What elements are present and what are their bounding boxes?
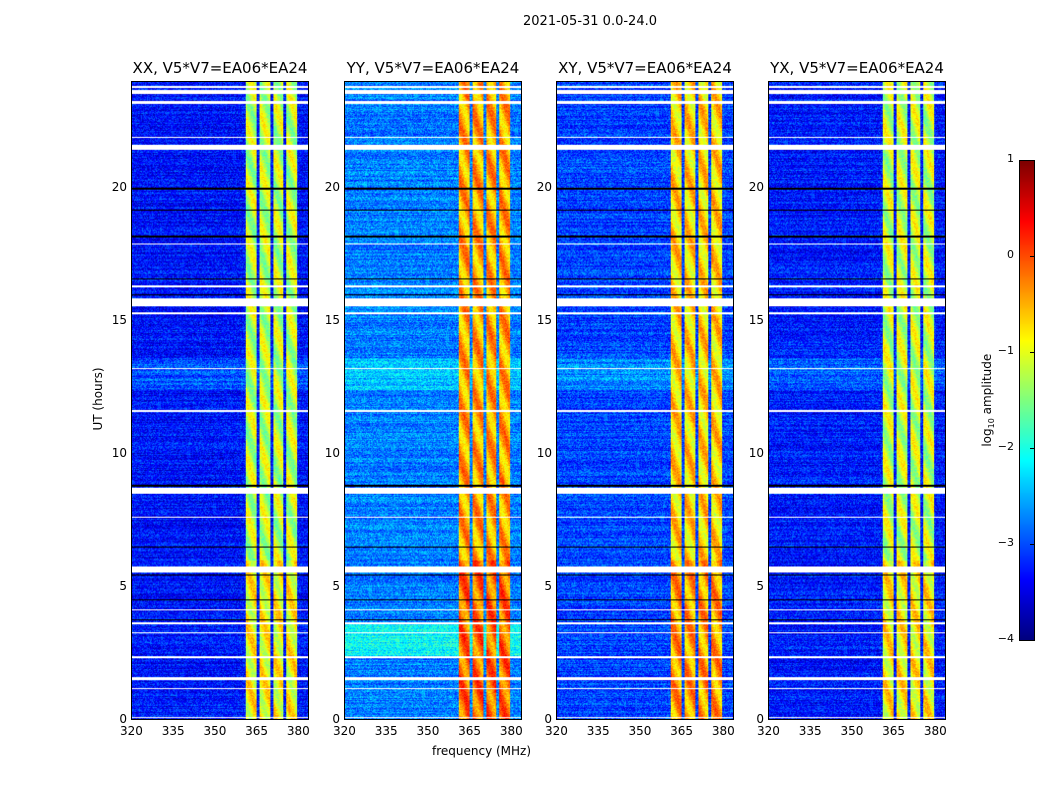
y-tick-label: 5 (756, 578, 764, 593)
figure-title: 2021-05-31 0.0-24.0 (523, 14, 657, 29)
colorbar-tick-label: −2 (997, 440, 1014, 453)
y-tick-label: 20 (111, 179, 127, 194)
y-tick-label: 20 (324, 179, 340, 194)
x-tick-label: 365 (882, 724, 906, 738)
x-tick-label: 320 (120, 724, 143, 738)
y-tick-label: 0 (544, 712, 552, 726)
panel-title: YY, V5*V7=EA06*EA24 (346, 59, 520, 77)
y-tick-label: 5 (332, 578, 340, 593)
colorbar-label: log10 amplitude (980, 350, 996, 450)
x-tick-label: 350 (840, 724, 864, 738)
colorbar-tick-label: −4 (997, 632, 1014, 645)
y-tick-label: 5 (119, 578, 127, 593)
colorbar-tick-mark (1030, 544, 1035, 545)
x-tick-label: 335 (586, 724, 610, 738)
x-tick-label: 380 (711, 724, 735, 738)
x-tick-label: 335 (798, 724, 822, 738)
colorbar (1019, 160, 1035, 641)
x-tick-label: 365 (670, 724, 694, 738)
y-tick-label: 20 (536, 179, 552, 194)
y-tick-label: 0 (332, 712, 340, 726)
y-tick-label: 15 (748, 312, 764, 327)
y-tick-label: 5 (544, 578, 552, 593)
x-tick-label: 380 (286, 724, 310, 738)
colorbar-label-rest: amplitude (979, 353, 994, 419)
colorbar-tick-mark (1030, 352, 1035, 353)
x-tick-label: 320 (333, 724, 356, 738)
y-tick-label: 10 (536, 445, 552, 460)
y-tick-label: 15 (111, 312, 127, 327)
x-tick-label: 380 (499, 724, 523, 738)
panel-title: YX, V5*V7=EA06*EA24 (770, 59, 944, 77)
y-tick-label: 20 (748, 179, 764, 194)
x-tick-label: 320 (757, 724, 780, 738)
x-tick-label: 320 (545, 724, 568, 738)
y-axis-label: UT (hours) (91, 367, 105, 431)
colorbar-tick-label: 1 (1007, 152, 1014, 165)
y-tick-label: 15 (324, 312, 340, 327)
x-tick-label: 350 (203, 724, 227, 738)
y-tick-label: 0 (756, 712, 764, 726)
x-tick-label: 380 (923, 724, 947, 738)
colorbar-tick-mark (1030, 160, 1035, 161)
y-tick-label: 10 (324, 445, 340, 460)
y-tick-label: 10 (748, 445, 764, 460)
spectrogram-panel-xx (131, 81, 309, 720)
colorbar-label-sub: 10 (987, 418, 997, 429)
spectrogram-panel-yy (344, 81, 522, 720)
y-tick-label: 15 (536, 312, 552, 327)
x-tick-label: 365 (245, 724, 269, 738)
x-axis-label: frequency (MHz) (432, 744, 532, 758)
y-tick-label: 0 (119, 712, 127, 726)
y-tick-label: 10 (111, 445, 127, 460)
colorbar-tick-label: −1 (997, 344, 1014, 357)
x-tick-label: 350 (416, 724, 440, 738)
x-tick-label: 365 (458, 724, 482, 738)
colorbar-tick-mark (1030, 640, 1035, 641)
panel-title: XY, V5*V7=EA06*EA24 (558, 59, 732, 77)
colorbar-tick-label: 0 (1007, 248, 1014, 261)
colorbar-tick-mark (1030, 448, 1035, 449)
x-tick-label: 335 (374, 724, 398, 738)
x-tick-label: 350 (628, 724, 652, 738)
panel-title: XX, V5*V7=EA06*EA24 (132, 59, 308, 77)
spectrogram-panel-xy (556, 81, 734, 720)
x-tick-label: 335 (161, 724, 185, 738)
spectrogram-panel-yx (768, 81, 946, 720)
colorbar-tick-mark (1030, 256, 1035, 257)
colorbar-tick-label: −3 (997, 536, 1014, 549)
